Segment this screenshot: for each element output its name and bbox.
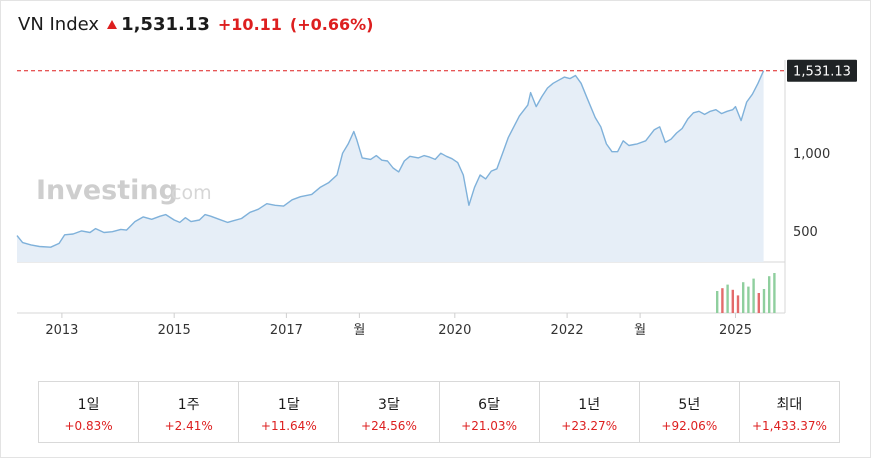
price-chart[interactable]: Investing .com 500 1,000 2013 2015 2017 월 202… (0, 0, 871, 372)
volume-bar (721, 288, 724, 313)
performance-period-label: 1년 (578, 397, 601, 413)
performance-period[interactable]: 1년 +23.27% (540, 382, 640, 442)
x-tick-label: 월 (634, 323, 646, 338)
performance-period-value: +23.27% (561, 419, 618, 433)
x-tick-label: 2015 (158, 323, 191, 338)
performance-period-value: +1,433.37% (751, 419, 827, 433)
x-tick-label: 2022 (551, 323, 584, 338)
current-price-marker: 1,531.13 (17, 59, 857, 82)
up-arrow-icon (107, 20, 118, 29)
y-axis-ticks: 500 1,000 (793, 147, 830, 240)
price-area (16, 70, 765, 262)
watermark-brand: Investing (36, 175, 178, 206)
performance-period-label: 1달 (277, 397, 300, 413)
performance-period[interactable]: 1일 +0.83% (39, 382, 140, 442)
volume-bar (773, 273, 776, 313)
current-price-tag (787, 59, 857, 82)
last-price: 1,531.13 (121, 14, 210, 35)
x-tick-label: 월 (353, 323, 365, 338)
performance-period-value: +92.06% (661, 419, 718, 433)
x-tick-label: 2017 (270, 323, 303, 338)
performance-period-value: +21.03% (461, 419, 517, 433)
performance-period-label: 5년 (678, 397, 701, 413)
volume-bar (716, 291, 719, 313)
volume-bar (736, 295, 740, 313)
performance-period-value: +11.64% (260, 419, 317, 433)
performance-period-label: 1일 (77, 397, 100, 413)
area-fill (17, 70, 764, 262)
volume-bar (752, 278, 755, 313)
watermark: Investing .com (36, 175, 212, 206)
performance-period-label: 최대 (776, 397, 803, 413)
y-tick-label: 1,000 (793, 147, 830, 162)
performance-bar: 1일 +0.83% 1주 +2.41% 1달 +11.64% 3달 +24.56% 6달 +21.… (38, 381, 840, 443)
performance-period[interactable]: 5년 +92.06% (640, 382, 740, 442)
volume-bar (731, 289, 734, 313)
performance-period-value: +24.56% (361, 419, 417, 433)
performance-period[interactable]: 1달 +11.64% (239, 382, 340, 442)
x-tick-label: 2020 (438, 323, 471, 338)
price-change: +10.11 (217, 15, 282, 34)
performance-period[interactable]: 최대 +1,433.37% (740, 382, 839, 442)
volume-bar (768, 276, 771, 313)
watermark-suffix: .com (165, 182, 212, 204)
series-line (16, 70, 765, 248)
volume-bar (762, 289, 766, 313)
price-change-percent: (+0.66%) (289, 15, 374, 34)
volume-bar (726, 284, 729, 313)
performance-period-label: 6달 (478, 397, 500, 413)
current-price-label: 1,531.13 (793, 65, 851, 80)
x-axis-ticks: 2013 2015 2017 월 2020 2022 월 2025 (45, 313, 752, 338)
volume-bar (742, 282, 745, 313)
volume-bar (747, 286, 750, 313)
performance-period[interactable]: 1주 +2.41% (139, 382, 240, 442)
performance-period-value: +0.83% (64, 419, 113, 433)
y-tick-label: 500 (793, 225, 818, 240)
performance-period-label: 3달 (378, 397, 400, 413)
performance-period-value: +2.41% (164, 419, 213, 433)
x-tick-label: 2025 (719, 323, 752, 338)
x-tick-label: 2013 (45, 323, 78, 338)
volume-bars (716, 273, 776, 313)
volume-bar (757, 293, 760, 313)
quote-header: VN Index 1,531.13 +10.11 (+0.66%) (18, 14, 373, 40)
performance-period[interactable]: 3달 +24.56% (339, 382, 440, 442)
performance-period-label: 1주 (177, 397, 200, 413)
index-name: VN Index (18, 14, 100, 35)
performance-period[interactable]: 6달 +21.03% (440, 382, 540, 442)
